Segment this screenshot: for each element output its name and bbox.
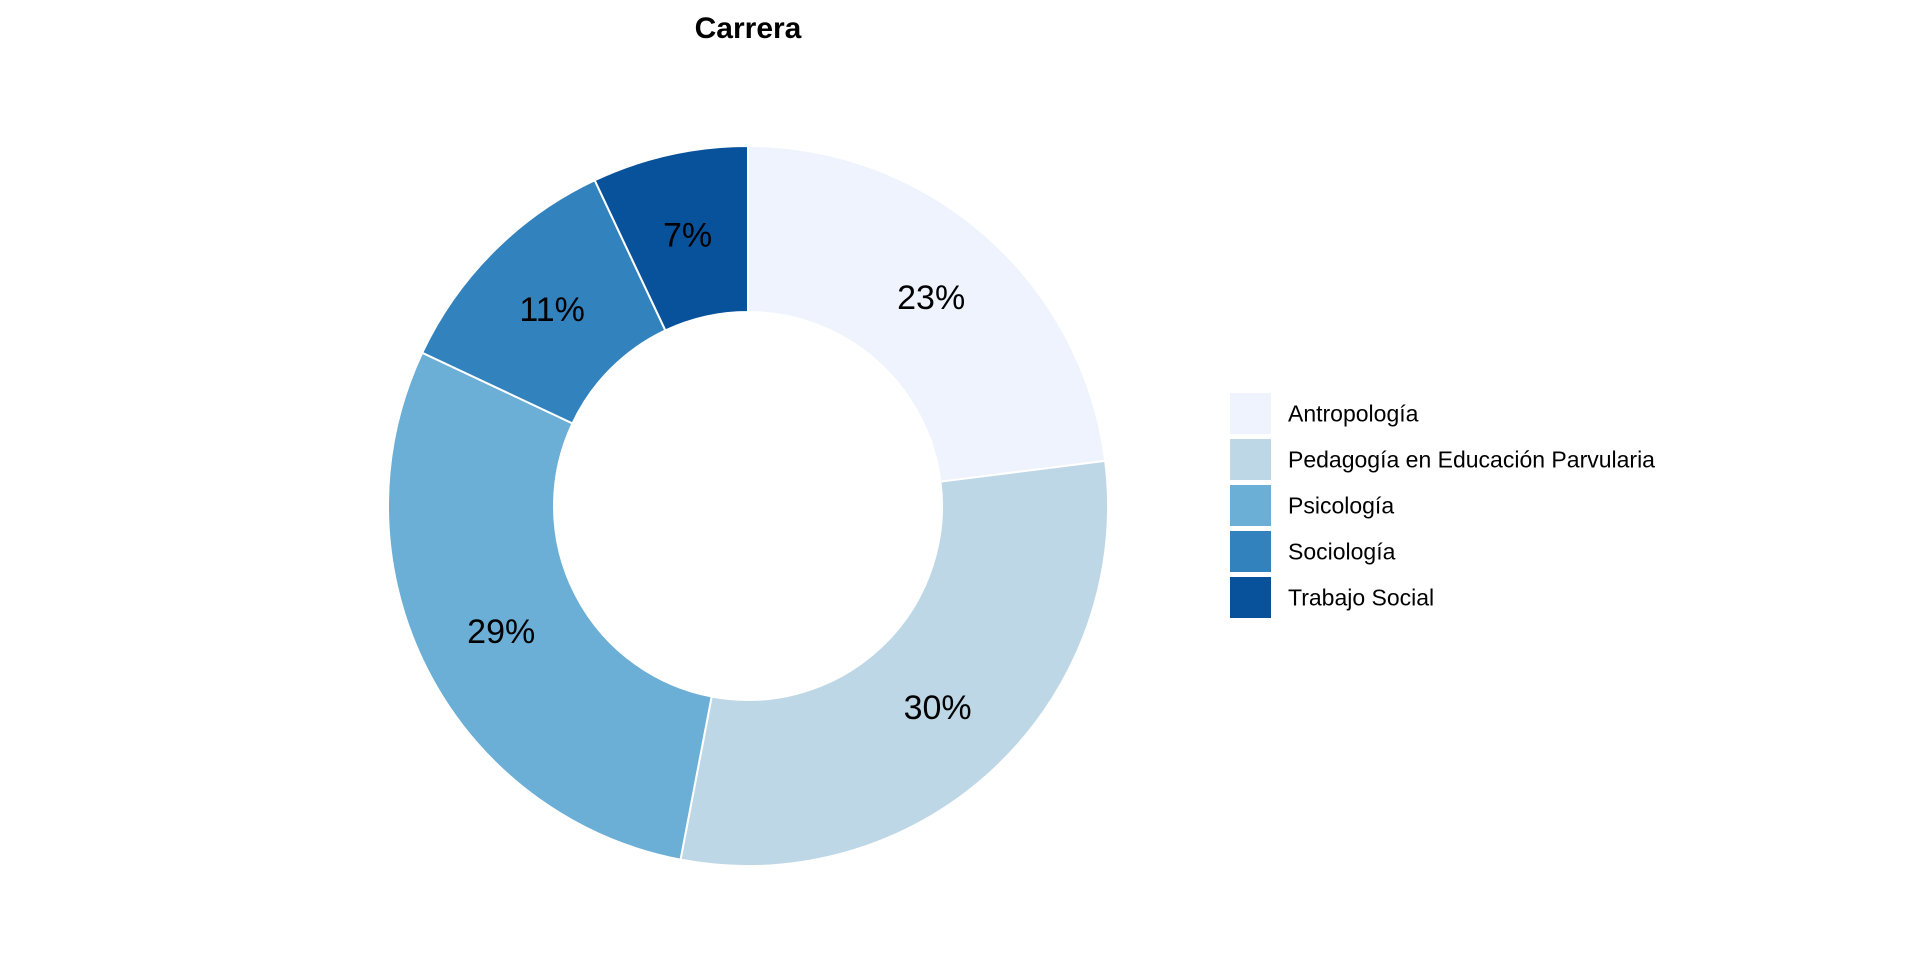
slice-label-1: 30% xyxy=(904,689,972,727)
legend-swatch-2 xyxy=(1230,485,1271,526)
legend-swatch-4 xyxy=(1230,577,1271,618)
slice-1 xyxy=(679,459,1109,867)
legend-label-2: Psicología xyxy=(1288,493,1394,519)
legend-label-0: Antropología xyxy=(1288,401,1419,427)
legend: Antropología Pedagogía en Educación Parvu… xyxy=(1230,393,1655,618)
slice-4 xyxy=(593,144,749,332)
legend-swatch-3 xyxy=(1230,531,1271,572)
slice-labels: 23% 30% 29% 11% 7% xyxy=(467,217,971,727)
slice-label-2: 29% xyxy=(467,613,535,651)
legend-swatch-1 xyxy=(1230,439,1271,480)
slice-label-3: 11% xyxy=(519,291,585,329)
slice-label-4: 7% xyxy=(663,217,712,255)
slice-2 xyxy=(387,351,713,861)
donut-slices xyxy=(387,144,1109,867)
legend-label-4: Trabajo Social xyxy=(1288,585,1434,611)
chart-title: Carrera xyxy=(695,12,802,45)
legend-swatch-0 xyxy=(1230,393,1271,434)
legend-label-1: Pedagogía en Educación Parvularia xyxy=(1288,447,1655,473)
slice-0 xyxy=(747,144,1107,483)
legend-label-3: Sociología xyxy=(1288,539,1396,565)
slice-label-0: 23% xyxy=(897,279,965,317)
